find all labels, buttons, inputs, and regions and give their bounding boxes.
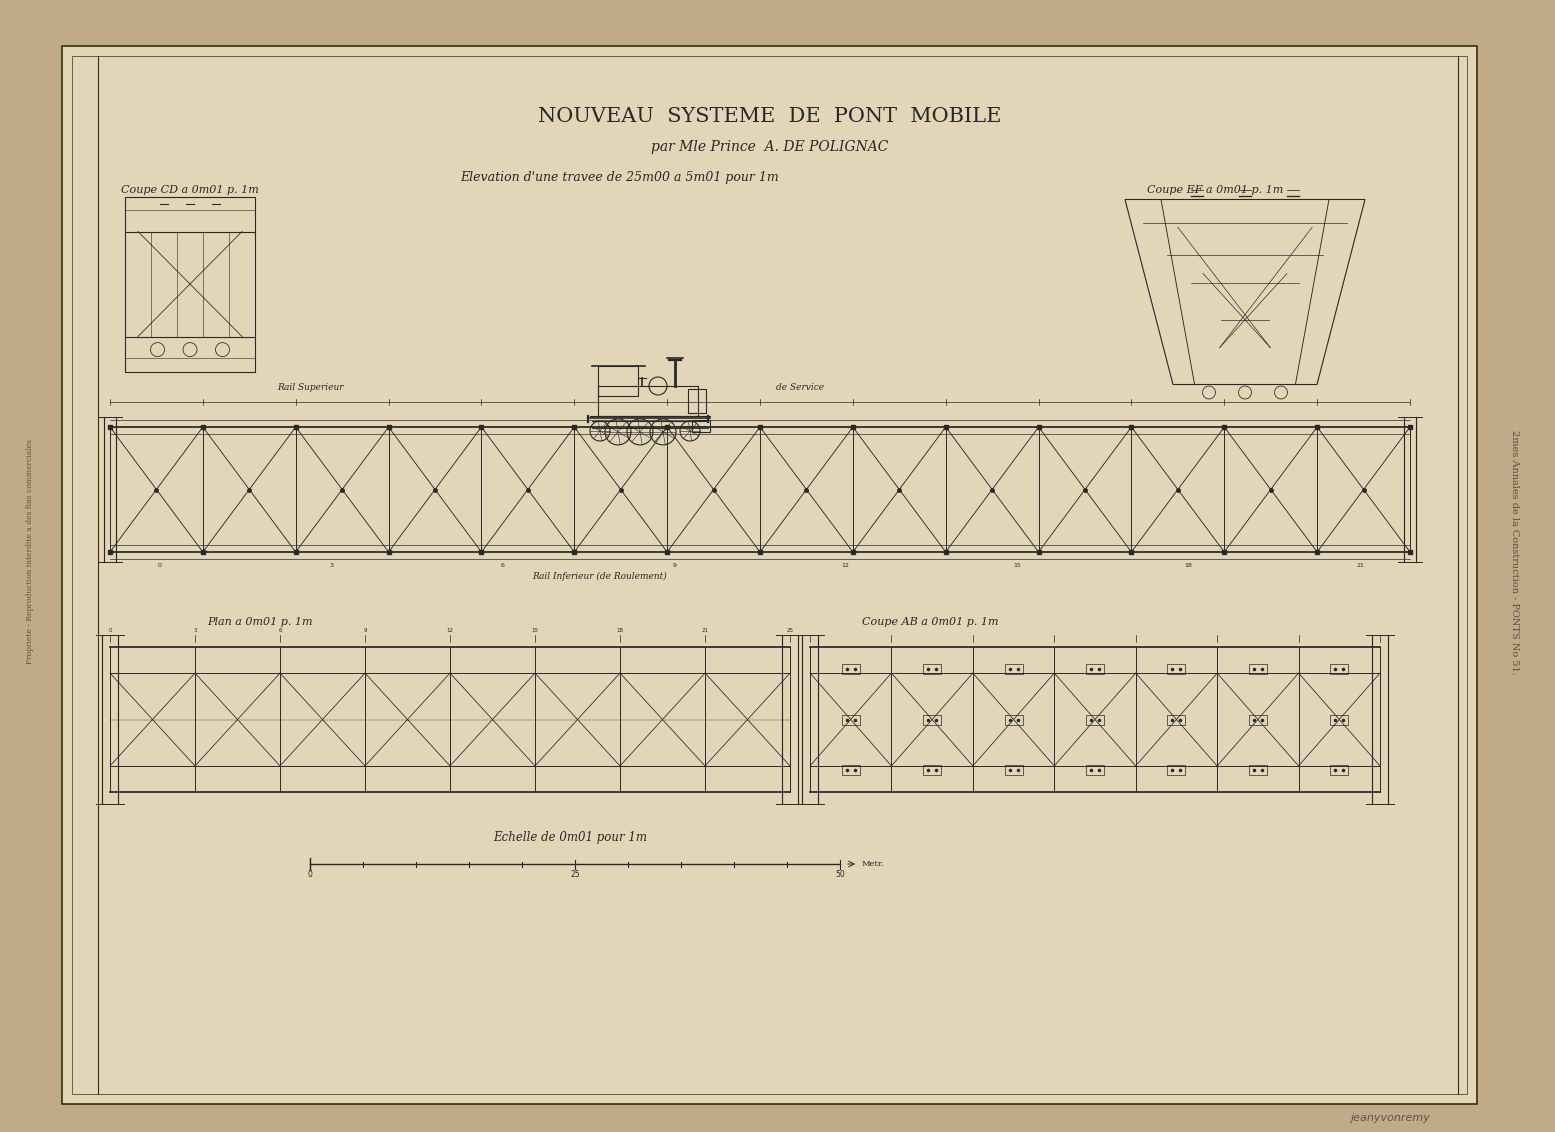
Bar [72, 55, 1466, 1094]
Bar [1168, 663, 1185, 674]
Bar [1085, 663, 1104, 674]
Text: Coupe EF a 0m01 p. 1m: Coupe EF a 0m01 p. 1m [1148, 185, 1283, 195]
Bar [1330, 714, 1348, 724]
Text: 6: 6 [501, 563, 505, 568]
Text: 18: 18 [1185, 563, 1193, 568]
Bar [1330, 663, 1348, 674]
Text: Metr.: Metr. [861, 860, 885, 868]
Bar [924, 663, 941, 674]
Bar [1085, 765, 1104, 775]
Text: 12: 12 [446, 628, 454, 633]
Text: 25: 25 [787, 628, 793, 633]
Text: 9: 9 [364, 628, 367, 633]
Text: Echelle de 0m01 pour 1m: Echelle de 0m01 pour 1m [493, 831, 647, 843]
Text: 6: 6 [278, 628, 281, 633]
Bar [841, 663, 860, 674]
Text: Rail Superieur: Rail Superieur [277, 383, 344, 392]
Bar [687, 389, 706, 413]
Text: Elevation d'une travee de 25m00 a 5m01 pour 1m: Elevation d'une travee de 25m00 a 5m01 p… [460, 171, 779, 183]
Text: 12: 12 [841, 563, 849, 568]
Text: 15: 15 [1014, 563, 1022, 568]
Text: 2mes Annales de la Construction - PONTS No 51.: 2mes Annales de la Construction - PONTS … [1510, 429, 1519, 675]
Bar [841, 714, 860, 724]
Bar [1005, 714, 1023, 724]
Text: NOUVEAU  SYSTEME  DE  PONT  MOBILE: NOUVEAU SYSTEME DE PONT MOBILE [538, 108, 1001, 127]
Bar [841, 765, 860, 775]
Bar [1330, 765, 1348, 775]
Text: 21: 21 [701, 628, 709, 633]
Text: par Mle Prince  A. DE POLIGNAC: par Mle Prince A. DE POLIGNAC [652, 140, 889, 154]
Bar [1005, 765, 1023, 775]
Text: 21: 21 [1356, 563, 1364, 568]
Text: 3: 3 [330, 563, 333, 568]
Text: 25: 25 [571, 871, 580, 880]
Text: jeanyvonremy: jeanyvonremy [1350, 1113, 1431, 1123]
Text: 18: 18 [616, 628, 624, 633]
Bar [1085, 714, 1104, 724]
Text: 9: 9 [672, 563, 676, 568]
Text: Coupe AB a 0m01 p. 1m: Coupe AB a 0m01 p. 1m [861, 617, 998, 627]
Bar [1249, 765, 1267, 775]
Bar [692, 420, 711, 432]
Text: Propriete - Reproduction interdite a des fins commerciales: Propriete - Reproduction interdite a des… [26, 439, 34, 664]
Text: Coupe CD a 0m01 p. 1m: Coupe CD a 0m01 p. 1m [121, 185, 258, 195]
Text: Rail Inferieur (de Roulement): Rail Inferieur (de Roulement) [533, 572, 667, 581]
Text: 0: 0 [159, 563, 162, 568]
Bar [599, 366, 638, 396]
Bar [1005, 663, 1023, 674]
Bar [1168, 714, 1185, 724]
Text: 15: 15 [532, 628, 538, 633]
Bar [1249, 663, 1267, 674]
Text: 0: 0 [109, 628, 112, 633]
Text: Plan a 0m01 p. 1m: Plan a 0m01 p. 1m [207, 617, 313, 627]
Bar [124, 197, 255, 371]
Text: 3: 3 [193, 628, 197, 633]
Text: 50: 50 [835, 871, 844, 880]
Text: 0: 0 [308, 871, 313, 880]
Bar [924, 765, 941, 775]
Text: de Service: de Service [776, 383, 824, 392]
Bar [1168, 765, 1185, 775]
Bar [924, 714, 941, 724]
Bar [1249, 714, 1267, 724]
Bar [599, 386, 698, 415]
